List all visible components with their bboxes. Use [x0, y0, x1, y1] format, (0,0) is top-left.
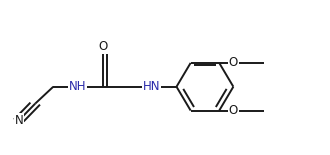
Text: HN: HN	[143, 80, 161, 93]
Text: O: O	[98, 40, 107, 53]
Text: N: N	[15, 114, 23, 127]
Text: NH: NH	[69, 80, 87, 93]
Text: O: O	[229, 56, 238, 69]
Text: O: O	[229, 104, 238, 117]
